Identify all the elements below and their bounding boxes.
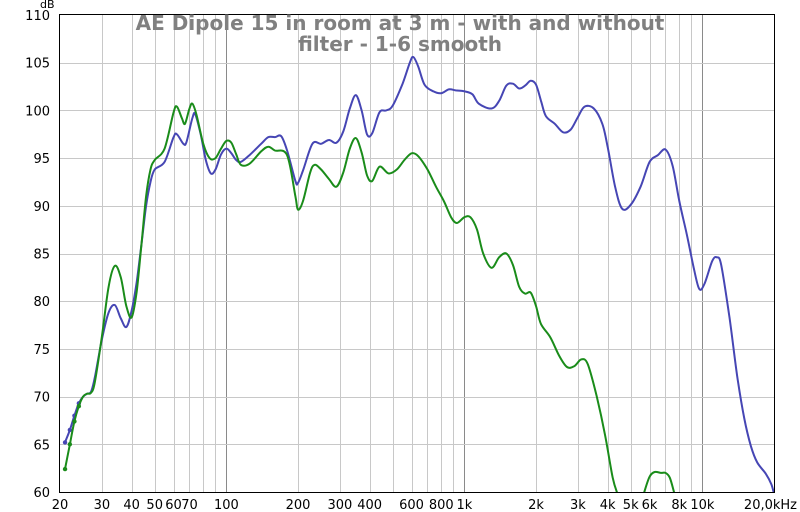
series-point-marker [62,440,68,445]
x-tick-label: 800 [429,498,454,512]
y-tick-label: 105 [25,57,50,72]
x-tick-label: 40 [123,498,140,512]
series-point-marker [67,427,73,433]
y-tick-label: 100 [25,104,50,119]
x-tick-label: 6k [642,498,658,512]
x-tick-label: 3k [570,498,586,512]
y-axis-ticks: 60 65 70 75 80 85 90 95 100 105 110 [25,9,50,501]
x-tick-label: 20 [52,498,69,512]
x-tick-label: 60 [165,498,182,512]
chart-title-line-1: AE Dipole 15 in room at 3 m - with and w… [136,11,665,35]
x-tick-label: 600 [399,498,424,512]
y-tick-label: 70 [33,391,50,406]
series-line-0 [64,55,774,492]
x-tick-label: 200 [286,498,311,512]
x-axis-ticks: 20 30 40 50 60 70 100 200 300 400 600 800 1k 2k 3k 4k 5k… [52,498,797,512]
y-tick-label: 95 [33,152,50,167]
x-tick-label: 1k [456,498,472,512]
series-line-1 [64,102,618,492]
y-tick-label: 85 [33,248,50,263]
y-tick-label: 75 [33,343,50,358]
series-group [62,55,774,492]
x-tick-label: 400 [357,498,382,512]
y-axis-unit: dB [40,0,55,11]
chart-title-line-2: filter - 1-6 smooth [298,32,502,56]
x-tick-label: 5k [623,498,639,512]
y-tick-label: 80 [33,295,50,310]
x-tick-label: 300 [327,498,352,512]
series-curves [62,55,774,492]
x-tick-label: 2k [528,498,544,512]
x-tick-label: 4k [600,498,616,512]
series-point-marker [67,442,73,447]
x-tick-label: 70 [181,498,198,512]
x-tick-label: 8k [671,498,687,512]
y-tick-label: 60 [33,486,50,501]
series-point-marker [76,403,82,409]
y-tick-label: 65 [33,438,50,453]
series-point-marker [62,466,68,472]
y-tick-label: 90 [33,200,50,215]
series-point-marker [72,419,77,424]
grid [60,15,774,492]
series-line-2 [643,470,675,492]
x-tick-label: 10k [690,498,715,512]
x-tick-label: 50 [146,498,163,512]
plot-area-border [59,14,775,493]
y-tick-label: 110 [25,9,50,24]
x-tick-label: 30 [94,498,111,512]
x-tick-label: 20,0kHz [744,498,797,512]
x-tick-label: 100 [214,498,239,512]
